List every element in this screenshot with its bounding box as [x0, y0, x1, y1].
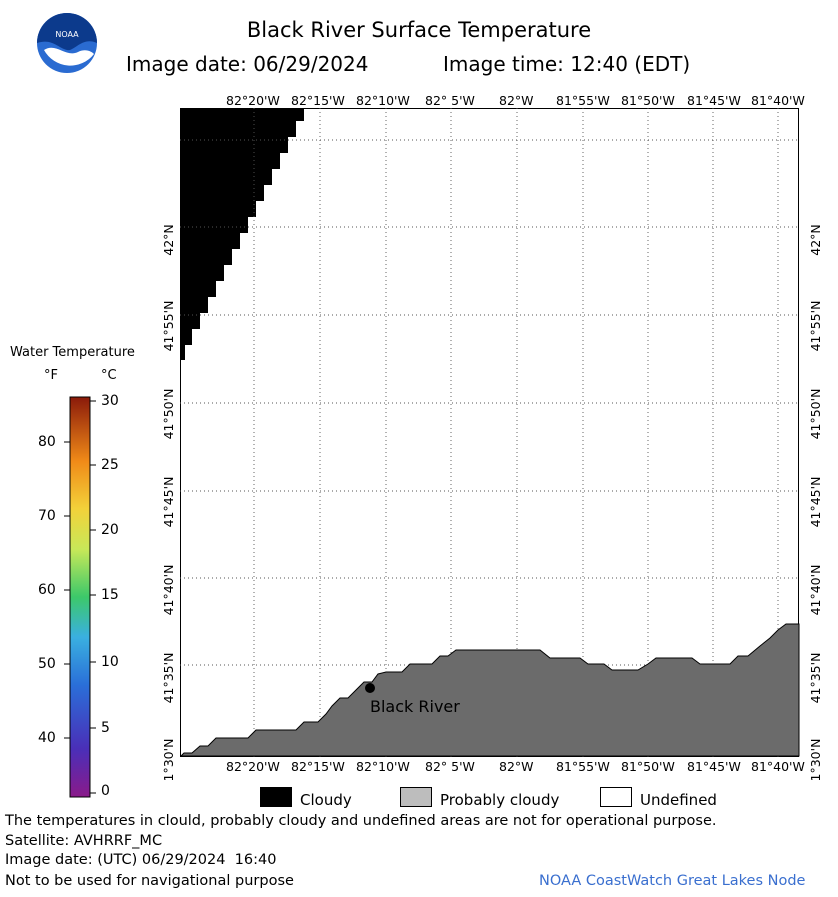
- lat-label-left: 41°35'N: [161, 653, 176, 704]
- image-date: Image date: 06/29/2024: [126, 52, 369, 76]
- colorbar-title: Water Temperature: [10, 345, 135, 360]
- lat-label-left: 42°N: [161, 224, 176, 256]
- c-tick: 30: [101, 393, 119, 409]
- navigation-warning: Not to be used for navigational purpose: [5, 873, 294, 889]
- satellite: Satellite: AVHRRF_MC: [5, 833, 163, 849]
- lon-label-bottom: 82°W: [499, 759, 534, 774]
- colorbar-ticks: [64, 400, 96, 794]
- legend-label-undefined: Undefined: [640, 791, 717, 809]
- c-tick: 15: [101, 587, 119, 603]
- map-background: [180, 108, 799, 757]
- lon-label-top: 81°40'W: [751, 93, 805, 108]
- image-time: Image time: 12:40 (EDT): [443, 52, 691, 76]
- lon-label-bottom: 81°40'W: [751, 759, 805, 774]
- c-tick: 5: [101, 720, 110, 736]
- unit-fahrenheit: °F: [44, 368, 58, 383]
- black-river-marker-icon: [365, 683, 375, 693]
- f-tick: 40: [38, 730, 56, 746]
- f-tick: 50: [38, 656, 56, 672]
- page-title: Black River Surface Temperature: [246, 18, 592, 42]
- lon-label-bottom: 82°20'W: [226, 759, 280, 774]
- lat-label-right: 41°30'N: [808, 739, 823, 780]
- f-tick: 80: [38, 434, 56, 450]
- credit-link: NOAA CoastWatch Great Lakes Node: [539, 873, 806, 889]
- lon-label-bottom: 82°10'W: [356, 759, 410, 774]
- lon-label-top: 81°45'W: [687, 93, 741, 108]
- lat-label-left: 41°45'N: [161, 477, 176, 528]
- lat-label-right: 41°45'N: [808, 477, 823, 528]
- lat-label-left: 41°50'N: [161, 389, 176, 440]
- lat-label-left: 41°55'N: [161, 301, 176, 352]
- lon-label-bottom: 82°15'W: [291, 759, 345, 774]
- land-region: [180, 623, 800, 757]
- legend-swatch-probably-cloudy: [400, 787, 432, 807]
- legend-label-cloudy: Cloudy: [300, 791, 352, 809]
- noaa-logo: NOAA: [36, 12, 98, 74]
- legend-swatch-cloudy: [260, 787, 292, 807]
- lat-label-right: 41°35'N: [808, 653, 823, 704]
- disclaimer: The temperatures in clould, probably clo…: [5, 813, 717, 829]
- c-tick: 10: [101, 654, 119, 670]
- c-tick: 0: [101, 783, 110, 799]
- lon-label-top: 81°55'W: [556, 93, 610, 108]
- f-tick: 60: [38, 582, 56, 598]
- legend-label-probably-cloudy: Probably cloudy: [440, 791, 560, 809]
- lat-labels-left: 42°N 41°55'N 41°50'N 41°45'N 41°40'N 41°…: [161, 224, 176, 780]
- lon-label-top: 82° 5'W: [425, 93, 475, 108]
- lat-label-left: 41°40'N: [161, 565, 176, 616]
- lon-label-top: 81°50'W: [621, 93, 675, 108]
- unit-celsius: °C: [101, 368, 117, 383]
- map-frame: [180, 108, 800, 758]
- lon-label-top: 82°10'W: [356, 93, 410, 108]
- lon-label-bottom: 81°45'W: [687, 759, 741, 774]
- lon-label-top: 82°15'W: [291, 93, 345, 108]
- lat-labels-right: 42°N 41°55'N 41°50'N 41°45'N 41°40'N 41°…: [808, 224, 823, 780]
- lat-label-right: 41°40'N: [808, 565, 823, 616]
- c-tick: 20: [101, 522, 119, 538]
- lon-label-bottom: 81°50'W: [621, 759, 675, 774]
- logo-text: NOAA: [55, 30, 79, 39]
- lon-label-bottom: 82° 5'W: [425, 759, 475, 774]
- c-tick: 25: [101, 457, 119, 473]
- colorbar: [64, 396, 96, 798]
- utc-date: Image date: (UTC) 06/29/2024 16:40: [5, 852, 277, 868]
- colorbar-gradient: [69, 396, 91, 798]
- lon-label-top: 82°20'W: [226, 93, 280, 108]
- f-tick: 70: [38, 508, 56, 524]
- place-label: Black River: [370, 697, 460, 716]
- lon-label-top: 82°W: [499, 93, 534, 108]
- lat-label-right: 41°55'N: [808, 301, 823, 352]
- lon-label-bottom: 81°55'W: [556, 759, 610, 774]
- noaa-logo-icon: NOAA: [37, 13, 97, 73]
- cloud-mask: [181, 109, 304, 360]
- legend-swatch-undefined: [600, 787, 632, 807]
- lat-label-left: 41°30'N: [161, 739, 176, 780]
- lat-label-right: 41°50'N: [808, 389, 823, 440]
- lat-label-right: 42°N: [808, 224, 823, 256]
